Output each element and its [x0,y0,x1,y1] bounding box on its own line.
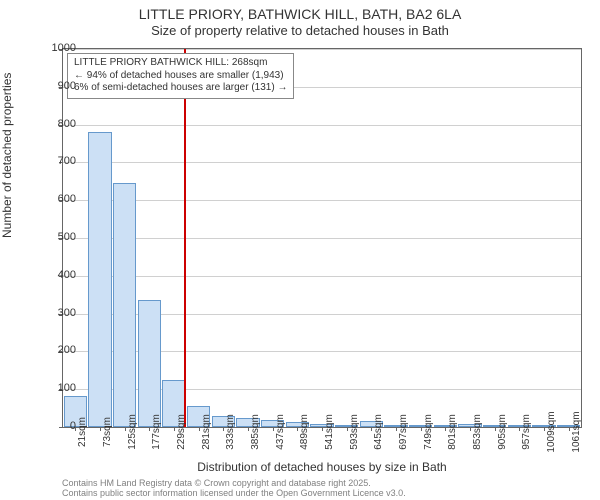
x-tick-mark [100,427,101,431]
x-tick-mark [470,427,471,431]
x-tick-mark [322,427,323,431]
gridline [63,238,581,239]
x-tick-label: 801sqm [447,414,458,450]
chart-container: LITTLE PRIORY, BATHWICK HILL, BATH, BA2 … [0,0,600,500]
x-tick-label: 749sqm [423,414,434,450]
x-tick-label: 73sqm [102,417,113,447]
x-tick-label: 125sqm [127,414,138,450]
x-tick-mark [544,427,545,431]
x-tick-mark [199,427,200,431]
gridline [63,49,581,50]
y-tick-label: 300 [36,307,76,319]
histogram-bar [138,300,161,427]
y-tick-label: 200 [36,344,76,356]
x-tick-label: 541sqm [324,414,335,450]
x-tick-mark [347,427,348,431]
x-tick-mark [273,427,274,431]
x-tick-mark [495,427,496,431]
x-tick-label: 957sqm [521,414,532,450]
gridline [63,276,581,277]
y-tick-label: 400 [36,269,76,281]
gridline [63,162,581,163]
histogram-bar [113,183,136,427]
footer-line2: Contains public sector information licen… [62,488,406,498]
x-tick-label: 489sqm [299,414,310,450]
y-tick-label: 0 [36,420,76,432]
x-tick-label: 333sqm [225,414,236,450]
gridline [63,125,581,126]
chart-title-line2: Size of property relative to detached ho… [0,22,600,38]
plot-area: LITTLE PRIORY BATHWICK HILL: 268sqm← 94%… [62,48,582,428]
x-tick-label: 281sqm [201,414,212,450]
footer-line1: Contains HM Land Registry data © Crown c… [62,478,406,488]
y-tick-label: 100 [36,382,76,394]
x-tick-label: 853sqm [472,414,483,450]
y-axis-label: Number of detached properties [0,73,14,238]
x-tick-label: 1009sqm [546,411,557,452]
histogram-bar [88,132,111,427]
gridline [63,200,581,201]
y-tick-label: 800 [36,118,76,130]
y-tick-label: 700 [36,155,76,167]
x-tick-mark [174,427,175,431]
chart-title-line1: LITTLE PRIORY, BATHWICK HILL, BATH, BA2 … [0,0,600,22]
x-tick-label: 229sqm [176,414,187,450]
marker-annotation: LITTLE PRIORY BATHWICK HILL: 268sqm← 94%… [67,53,294,99]
x-tick-label: 1061sqm [571,411,582,452]
x-tick-label: 385sqm [250,414,261,450]
x-tick-mark [396,427,397,431]
annotation-line: ← 94% of detached houses are smaller (1,… [74,70,287,83]
x-tick-label: 697sqm [398,414,409,450]
x-tick-mark [421,427,422,431]
annotation-line: LITTLE PRIORY BATHWICK HILL: 268sqm [74,57,287,70]
x-axis-label: Distribution of detached houses by size … [62,460,582,474]
x-tick-mark [248,427,249,431]
y-tick-label: 900 [36,80,76,92]
x-tick-mark [569,427,570,431]
y-tick-label: 500 [36,231,76,243]
x-tick-label: 21sqm [77,417,88,447]
x-tick-label: 177sqm [151,414,162,450]
x-tick-label: 905sqm [497,414,508,450]
x-tick-mark [125,427,126,431]
y-tick-label: 1000 [36,42,76,54]
x-tick-label: 593sqm [349,414,360,450]
footer-text: Contains HM Land Registry data © Crown c… [62,478,406,498]
marker-line [184,49,186,427]
annotation-line: 6% of semi-detached houses are larger (1… [74,82,287,95]
x-tick-label: 437sqm [275,414,286,450]
y-tick-label: 600 [36,193,76,205]
x-tick-label: 645sqm [373,414,384,450]
